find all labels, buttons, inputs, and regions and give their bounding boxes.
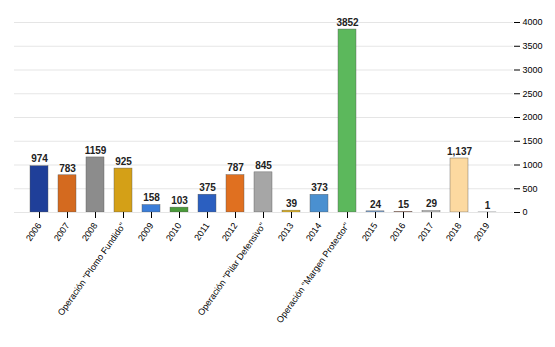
svg-text:15: 15 bbox=[398, 199, 410, 210]
svg-text:2006: 2006 bbox=[24, 221, 44, 243]
svg-text:29: 29 bbox=[426, 198, 438, 209]
svg-text:2014: 2014 bbox=[304, 221, 324, 243]
svg-text:Operación "Pilar Defensivo": Operación "Pilar Defensivo" bbox=[196, 221, 268, 318]
svg-text:1500: 1500 bbox=[523, 136, 543, 146]
svg-text:373: 373 bbox=[311, 182, 328, 193]
svg-text:2013: 2013 bbox=[276, 221, 296, 243]
svg-text:375: 375 bbox=[199, 182, 216, 193]
svg-text:2010: 2010 bbox=[164, 221, 184, 243]
svg-text:4000: 4000 bbox=[523, 17, 543, 27]
svg-text:2015: 2015 bbox=[360, 221, 380, 243]
svg-text:2008: 2008 bbox=[80, 221, 100, 243]
svg-text:500: 500 bbox=[523, 184, 538, 194]
svg-text:2018: 2018 bbox=[444, 221, 464, 243]
svg-text:Operación "Margen Protector": Operación "Margen Protector" bbox=[275, 221, 352, 325]
svg-text:3852: 3852 bbox=[336, 17, 359, 28]
svg-text:1,137: 1,137 bbox=[447, 146, 472, 157]
svg-text:974: 974 bbox=[31, 153, 48, 164]
svg-text:2019: 2019 bbox=[472, 221, 492, 243]
svg-text:1000: 1000 bbox=[523, 160, 543, 170]
svg-text:24: 24 bbox=[370, 199, 382, 210]
svg-text:2000: 2000 bbox=[523, 112, 543, 122]
svg-text:3000: 3000 bbox=[523, 65, 543, 75]
svg-text:2009: 2009 bbox=[136, 221, 156, 243]
svg-text:158: 158 bbox=[143, 192, 160, 203]
svg-text:2500: 2500 bbox=[523, 89, 543, 99]
svg-text:103: 103 bbox=[171, 195, 188, 206]
svg-text:3500: 3500 bbox=[523, 41, 543, 51]
svg-text:2011: 2011 bbox=[192, 221, 211, 243]
svg-text:2017: 2017 bbox=[416, 221, 436, 243]
svg-text:845: 845 bbox=[255, 160, 272, 171]
svg-text:1159: 1159 bbox=[85, 145, 107, 156]
svg-text:787: 787 bbox=[227, 162, 244, 173]
svg-text:2016: 2016 bbox=[388, 221, 408, 243]
svg-text:925: 925 bbox=[115, 156, 132, 167]
svg-text:39: 39 bbox=[286, 198, 298, 209]
svg-text:2007: 2007 bbox=[52, 221, 72, 243]
svg-text:0: 0 bbox=[523, 207, 528, 217]
svg-text:2012: 2012 bbox=[220, 221, 240, 243]
svg-text:783: 783 bbox=[59, 163, 76, 174]
svg-text:Operación "Plomo Fundido": Operación "Plomo Fundido" bbox=[56, 221, 128, 318]
svg-text:1: 1 bbox=[485, 200, 491, 211]
